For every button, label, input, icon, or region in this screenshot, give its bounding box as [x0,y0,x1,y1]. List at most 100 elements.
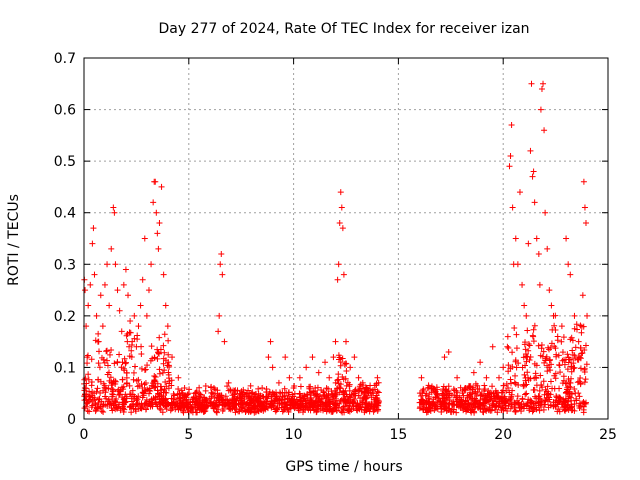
roti-point [282,354,289,361]
roti-point [561,361,568,368]
roti-point [576,393,583,400]
roti-point [210,391,217,398]
roti-point [126,382,133,389]
roti-point [573,321,580,328]
roti-point [164,323,171,330]
roti-point [168,395,175,402]
roti-point [301,393,308,400]
roti-point [455,398,462,405]
roti-point [512,358,519,365]
roti-point [493,389,500,396]
roti-point [238,399,245,406]
roti-point [343,338,349,345]
roti-point [161,349,168,356]
roti-point [108,245,115,252]
roti-point [236,408,243,415]
roti-point [175,386,182,393]
roti-point [508,395,515,402]
roti-point [247,399,254,406]
roti-point [161,331,168,338]
roti-point [560,377,567,384]
roti-point [120,401,127,408]
roti-point [240,386,247,393]
roti-point [160,342,167,349]
y-tick-label: 0.1 [54,360,76,376]
roti-point [138,365,145,372]
roti-point [312,398,319,405]
roti-point [540,406,547,413]
roti-point [276,396,283,403]
roti-point [516,189,523,196]
roti-point [286,374,293,381]
roti-point [124,380,131,387]
roti-point [188,408,195,415]
roti-point [208,383,215,390]
roti-point [443,391,450,398]
roti-point [202,383,209,390]
plot-frame [83,57,609,420]
roti-point [343,368,350,375]
roti-point [130,369,137,376]
roti-point [322,359,329,366]
roti-point [128,409,135,416]
roti-point [571,364,578,371]
roti-point [117,387,124,394]
roti-point [571,352,578,359]
roti-point [432,394,439,401]
roti-point [129,403,136,410]
roti-point [225,379,232,386]
roti-point [533,382,540,389]
roti-point [547,378,554,385]
roti-point [526,342,533,349]
roti-point [224,383,231,390]
roti-point [556,361,563,368]
roti-point [298,403,305,410]
roti-point [92,401,99,408]
roti-point [533,235,540,242]
y-tick-label: 0.5 [54,154,76,170]
roti-point [566,379,573,386]
roti-point [500,364,507,371]
roti-point [451,401,458,408]
roti-point [457,384,464,391]
roti-point [152,178,159,185]
roti-point [120,281,127,288]
ticks-layer: 0 5 10 15 20 25 0 0.1 0.2 0.3 0.4 0.5 0.6 0.7 [54,51,617,443]
roti-point [330,405,337,412]
roti-point [123,359,130,366]
roti-point [466,384,473,391]
roti-point [121,367,128,374]
roti-point [571,386,578,393]
roti-point [539,384,546,391]
roti-point [546,394,553,401]
roti-point [217,261,224,268]
roti-point [573,326,580,333]
roti-point [544,368,551,375]
roti-point [374,407,381,414]
roti-point [151,377,158,384]
roti-point [127,318,134,325]
roti-point [355,374,362,381]
roti-point [93,312,100,319]
roti-point [558,323,565,330]
roti-point [551,322,558,329]
roti-point [433,384,440,391]
roti-point [255,385,262,392]
roti-point [139,394,146,401]
x-tick-label: 15 [389,427,407,443]
roti-point [333,395,340,402]
roti-point [365,402,372,409]
roti-point [151,384,158,391]
roti-point [509,204,516,211]
roti-point [119,376,126,383]
y-tick-label: 0.4 [54,206,76,222]
roti-point [109,407,116,414]
roti-point [100,409,107,416]
roti-point [485,387,492,394]
roti-point [555,352,562,359]
roti-point [289,391,296,398]
roti-point [334,385,341,392]
roti-point [144,362,151,369]
roti-point [580,409,587,416]
roti-point [267,338,274,345]
